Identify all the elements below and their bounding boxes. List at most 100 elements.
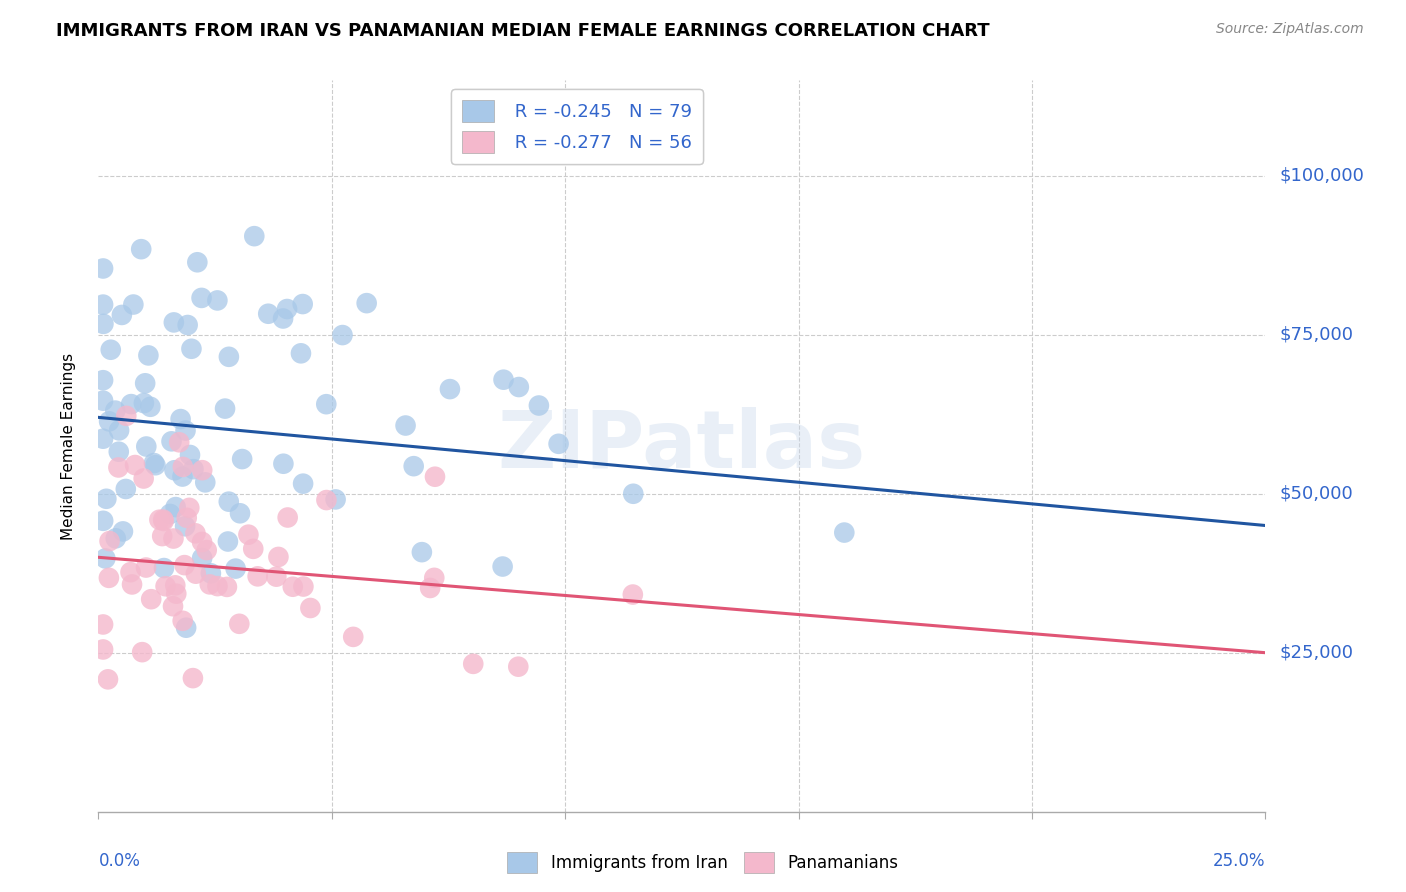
Point bbox=[402, 459, 425, 474]
Point bbox=[120, 397, 142, 411]
Point bbox=[176, 318, 198, 332]
Point bbox=[190, 291, 212, 305]
Point bbox=[191, 463, 214, 477]
Text: 0.0%: 0.0% bbox=[98, 852, 141, 870]
Point bbox=[111, 308, 134, 322]
Point bbox=[242, 541, 264, 556]
Point bbox=[91, 393, 114, 408]
Point bbox=[163, 315, 186, 329]
Point bbox=[107, 460, 129, 475]
Point bbox=[411, 545, 433, 559]
Point bbox=[174, 519, 197, 533]
Point bbox=[115, 409, 138, 423]
Point bbox=[621, 588, 644, 602]
Point bbox=[91, 373, 114, 387]
Point bbox=[281, 580, 304, 594]
Point bbox=[179, 448, 201, 462]
Point bbox=[172, 469, 194, 483]
Point bbox=[97, 673, 120, 687]
Point bbox=[165, 578, 187, 592]
Text: $25,000: $25,000 bbox=[1279, 644, 1354, 662]
Point bbox=[246, 569, 269, 583]
Point bbox=[134, 376, 156, 391]
Point bbox=[91, 297, 114, 311]
Legend: Immigrants from Iran, Panamanians: Immigrants from Iran, Panamanians bbox=[501, 846, 905, 880]
Point bbox=[91, 261, 114, 276]
Point bbox=[215, 580, 238, 594]
Point bbox=[114, 482, 136, 496]
Legend:  R = -0.245   N = 79,  R = -0.277   N = 56: R = -0.245 N = 79, R = -0.277 N = 56 bbox=[451, 89, 703, 164]
Point bbox=[191, 551, 214, 566]
Point bbox=[153, 561, 176, 575]
Point bbox=[492, 373, 515, 387]
Point bbox=[120, 565, 142, 579]
Point bbox=[169, 412, 191, 426]
Point bbox=[621, 487, 644, 501]
Point bbox=[135, 560, 157, 574]
Text: $75,000: $75,000 bbox=[1279, 326, 1354, 343]
Point bbox=[172, 459, 194, 474]
Point bbox=[195, 543, 218, 558]
Point bbox=[98, 534, 121, 549]
Point bbox=[91, 432, 114, 446]
Point bbox=[145, 458, 167, 473]
Point bbox=[419, 581, 441, 595]
Point bbox=[315, 493, 337, 508]
Point bbox=[131, 645, 153, 659]
Point bbox=[152, 514, 174, 528]
Point bbox=[141, 592, 163, 607]
Point bbox=[183, 462, 205, 476]
Point bbox=[276, 301, 298, 316]
Point bbox=[292, 476, 315, 491]
Point bbox=[207, 579, 229, 593]
Point bbox=[124, 458, 146, 472]
Y-axis label: Median Female Earnings: Median Female Earnings bbox=[60, 352, 76, 540]
Point bbox=[107, 444, 129, 458]
Point bbox=[423, 469, 446, 483]
Point bbox=[291, 297, 314, 311]
Point bbox=[143, 456, 166, 470]
Point bbox=[180, 342, 202, 356]
Point bbox=[121, 577, 143, 591]
Point bbox=[165, 500, 187, 514]
Point bbox=[267, 549, 290, 564]
Text: ZIPatlas: ZIPatlas bbox=[498, 407, 866, 485]
Point bbox=[173, 558, 195, 573]
Point bbox=[834, 525, 856, 540]
Point bbox=[135, 440, 157, 454]
Point bbox=[152, 512, 174, 526]
Point bbox=[100, 343, 122, 357]
Point bbox=[184, 526, 207, 541]
Point bbox=[325, 492, 347, 507]
Point bbox=[191, 535, 214, 549]
Text: $100,000: $100,000 bbox=[1279, 167, 1364, 185]
Point bbox=[439, 382, 461, 396]
Point bbox=[148, 513, 170, 527]
Point bbox=[162, 532, 184, 546]
Point bbox=[394, 418, 416, 433]
Point bbox=[91, 617, 114, 632]
Point bbox=[200, 566, 222, 581]
Point bbox=[299, 601, 322, 615]
Point bbox=[547, 437, 569, 451]
Point bbox=[527, 399, 550, 413]
Point bbox=[491, 559, 513, 574]
Point bbox=[91, 642, 114, 657]
Point bbox=[160, 434, 183, 449]
Point bbox=[97, 571, 120, 585]
Text: Source: ZipAtlas.com: Source: ZipAtlas.com bbox=[1216, 22, 1364, 37]
Point bbox=[94, 551, 117, 566]
Point bbox=[257, 307, 280, 321]
Point bbox=[198, 577, 221, 591]
Point bbox=[150, 529, 173, 543]
Point bbox=[172, 614, 194, 628]
Point bbox=[122, 297, 145, 311]
Point bbox=[332, 328, 354, 343]
Point bbox=[271, 311, 294, 326]
Point bbox=[155, 579, 177, 593]
Point bbox=[138, 348, 160, 362]
Text: 25.0%: 25.0% bbox=[1213, 852, 1265, 870]
Text: IMMIGRANTS FROM IRAN VS PANAMANIAN MEDIAN FEMALE EARNINGS CORRELATION CHART: IMMIGRANTS FROM IRAN VS PANAMANIAN MEDIA… bbox=[56, 22, 990, 40]
Point bbox=[93, 317, 115, 331]
Point bbox=[315, 397, 337, 411]
